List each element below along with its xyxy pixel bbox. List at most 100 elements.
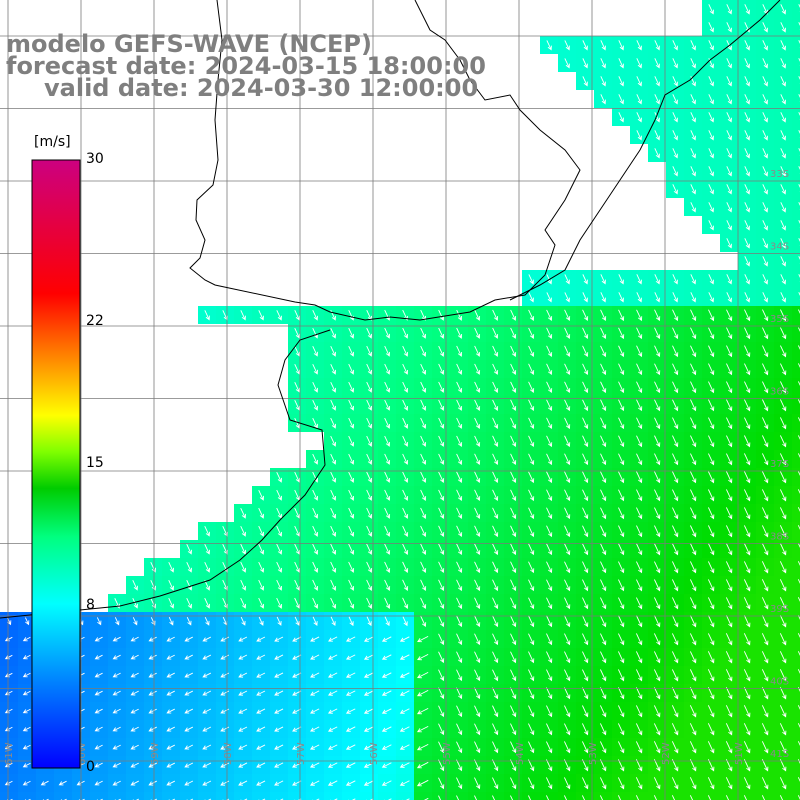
wind-arrow	[510, 615, 517, 628]
wind-arrow	[761, 705, 769, 718]
wind-arrow	[797, 453, 800, 458]
wind-arrow	[726, 345, 733, 358]
wind-arrow	[294, 417, 300, 429]
wind-arrow	[510, 705, 517, 718]
wind-arrow	[328, 636, 338, 642]
wind-arrow	[474, 723, 481, 736]
wind-arrow	[744, 435, 751, 448]
wind-arrow	[582, 471, 589, 484]
wind-cell	[594, 792, 612, 800]
wind-arrow	[762, 76, 768, 87]
wind-arrow	[348, 435, 355, 447]
wind-arrow	[582, 561, 589, 574]
wind-arrow	[546, 723, 553, 736]
wind-arrow	[348, 597, 355, 609]
wind-arrow	[276, 310, 282, 321]
wind-arrow	[130, 780, 139, 786]
wind-arrow	[618, 435, 625, 448]
wind-arrow	[384, 489, 391, 501]
wind-arrow	[600, 345, 607, 358]
wind-arrow	[600, 435, 607, 448]
wind-arrow	[582, 543, 589, 556]
wind-arrow	[689, 705, 697, 718]
wind-cell	[0, 792, 18, 800]
wind-arrow	[797, 543, 800, 548]
wind-arrow	[635, 795, 640, 800]
wind-arrow	[671, 723, 679, 736]
wind-arrow	[420, 579, 427, 592]
wind-arrow	[743, 705, 751, 718]
wind-arrow	[780, 381, 787, 394]
wind-arrow	[600, 76, 606, 87]
wind-arrow	[726, 112, 732, 123]
wind-arrow	[310, 636, 320, 642]
wind-arrow	[402, 471, 409, 483]
wind-arrow	[690, 309, 697, 322]
wind-arrow	[438, 525, 445, 537]
wind-arrow	[725, 705, 733, 718]
wind-cell	[792, 234, 800, 252]
wind-arrow	[381, 744, 392, 750]
wind-arrow	[635, 669, 643, 682]
wind-arrow	[726, 40, 732, 51]
wind-arrow	[312, 399, 318, 411]
wind-arrow	[310, 654, 320, 660]
wind-arrow	[546, 363, 553, 376]
wind-cell	[792, 414, 800, 432]
wind-arrow	[797, 435, 800, 440]
wind-arrow	[438, 309, 445, 321]
latitude-label: 35S	[770, 314, 789, 325]
wind-arrow	[600, 417, 607, 430]
wind-arrow	[690, 453, 697, 466]
wind-arrow	[689, 633, 697, 646]
latitude-label: 33S	[770, 169, 789, 180]
latitude-label: 38S	[770, 532, 789, 543]
wind-arrow	[600, 615, 607, 628]
longitude-label: 52W	[661, 742, 672, 765]
wind-arrow	[618, 327, 625, 340]
wind-arrow	[438, 507, 445, 519]
wind-arrow	[366, 453, 373, 465]
wind-arrow	[456, 723, 463, 736]
wind-arrow	[743, 543, 751, 556]
wind-arrow	[416, 779, 429, 787]
wind-arrow	[220, 708, 230, 714]
wind-arrow	[312, 489, 319, 501]
wind-arrow	[492, 327, 499, 339]
latitude-label: 39S	[770, 604, 789, 615]
wind-cell	[792, 486, 800, 504]
wind-arrow	[456, 309, 463, 321]
wind-arrow	[672, 166, 678, 177]
wind-cell	[108, 792, 126, 800]
wind-arrow	[635, 705, 643, 718]
wind-arrow	[707, 633, 715, 646]
wind-arrow	[202, 762, 212, 768]
wind-arrow	[671, 705, 679, 718]
wind-arrow	[384, 345, 391, 357]
wind-arrow	[220, 636, 230, 642]
wind-arrow	[348, 363, 354, 375]
wind-arrow	[636, 76, 642, 87]
wind-arrow	[456, 381, 463, 393]
wind-arrow	[582, 76, 588, 87]
wind-arrow	[780, 202, 786, 213]
wind-arrow	[779, 723, 787, 736]
wind-cell	[414, 792, 432, 800]
wind-arrow	[654, 471, 661, 484]
wind-arrow	[381, 780, 392, 786]
wind-arrow	[726, 76, 732, 87]
wind-arrow	[399, 780, 410, 786]
wind-arrow	[671, 633, 679, 646]
wind-arrow	[312, 310, 318, 321]
wind-arrow	[276, 597, 283, 609]
wind-arrow	[618, 597, 625, 610]
wind-arrow	[744, 202, 750, 213]
wind-arrow	[238, 708, 248, 714]
wind-arrow	[564, 669, 571, 682]
wind-arrow	[762, 148, 768, 159]
wind-arrow	[546, 633, 553, 646]
wind-arrow	[743, 525, 751, 538]
wind-cell	[450, 792, 468, 800]
wind-arrow	[636, 489, 643, 502]
wind-arrow	[202, 708, 212, 714]
